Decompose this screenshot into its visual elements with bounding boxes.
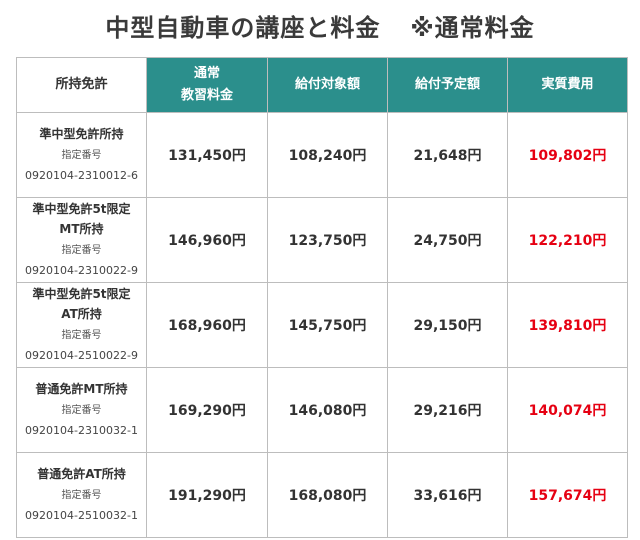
designation-label: 指定番号 bbox=[61, 245, 102, 256]
header-actual: 実質費用 bbox=[507, 57, 628, 113]
eligible-cell: 168,080円 bbox=[267, 452, 388, 538]
benefit-cell: 29,216円 bbox=[387, 367, 508, 453]
page-title-note: ※通常料金 bbox=[410, 14, 535, 42]
license-name: 普通免許AT所持 bbox=[37, 467, 126, 481]
table-row: 普通免許AT所持 指定番号 0920104-2510032-1 191,290円… bbox=[16, 452, 628, 538]
actual-cost-cell: 122,210円 bbox=[507, 197, 628, 283]
license-name-line2: MT所持 bbox=[59, 222, 104, 236]
license-cell: 普通免許MT所持 指定番号 0920104-2310032-1 bbox=[16, 367, 147, 453]
eligible-cell: 108,240円 bbox=[267, 112, 388, 198]
designation-code: 0920104-2310012-6 bbox=[25, 169, 138, 182]
license-name: 準中型免許5t限定 bbox=[32, 287, 131, 301]
license-cell: 普通免許AT所持 指定番号 0920104-2510032-1 bbox=[16, 452, 147, 538]
license-name: 普通免許MT所持 bbox=[35, 382, 128, 396]
page-title: 中型自動車の講座と料金 ※通常料金 bbox=[0, 8, 640, 43]
designation-label: 指定番号 bbox=[61, 490, 102, 501]
license-cell: 準中型免許所持 指定番号 0920104-2310012-6 bbox=[16, 112, 147, 198]
tuition-cell: 169,290円 bbox=[146, 367, 268, 453]
header-benefit-label: 給付予定額 bbox=[414, 77, 480, 92]
designation-label: 指定番号 bbox=[61, 150, 102, 161]
tuition-cell: 146,960円 bbox=[146, 197, 268, 283]
designation-code: 0920104-2510022-9 bbox=[25, 349, 138, 362]
eligible-cell: 145,750円 bbox=[267, 282, 388, 368]
table-header-row: 所持免許 通常教習料金 給付対象額 給付予定額 実質費用 bbox=[16, 57, 628, 113]
designation-label: 指定番号 bbox=[61, 330, 102, 341]
table-row: 普通免許MT所持 指定番号 0920104-2310032-1 169,290円… bbox=[16, 367, 628, 453]
header-license-label: 所持免許 bbox=[55, 77, 108, 92]
header-tuition-line2: 教習料金 bbox=[180, 88, 233, 103]
header-actual-label: 実質費用 bbox=[541, 77, 594, 92]
designation-code: 0920104-2310032-1 bbox=[25, 424, 138, 437]
actual-cost-cell: 139,810円 bbox=[507, 282, 628, 368]
page-title-main: 中型自動車の講座と料金 bbox=[105, 14, 381, 42]
tuition-cell: 191,290円 bbox=[146, 452, 268, 538]
table-row: 準中型免許5t限定 MT所持 指定番号 0920104-2310022-9 14… bbox=[16, 197, 628, 283]
benefit-cell: 33,616円 bbox=[387, 452, 508, 538]
price-table: 所持免許 通常教習料金 給付対象額 給付予定額 実質費用 準中型免許所持 指定番… bbox=[16, 57, 628, 538]
header-tuition-line1: 通常 bbox=[193, 66, 220, 81]
license-name: 準中型免許所持 bbox=[39, 127, 124, 141]
designation-code: 0920104-2310022-9 bbox=[25, 264, 138, 277]
tuition-cell: 168,960円 bbox=[146, 282, 268, 368]
license-cell: 準中型免許5t限定 AT所持 指定番号 0920104-2510022-9 bbox=[16, 282, 147, 368]
license-cell: 準中型免許5t限定 MT所持 指定番号 0920104-2310022-9 bbox=[16, 197, 147, 283]
actual-cost-cell: 140,074円 bbox=[507, 367, 628, 453]
license-name: 準中型免許5t限定 bbox=[32, 202, 131, 216]
tuition-cell: 131,450円 bbox=[146, 112, 268, 198]
header-eligible-label: 給付対象額 bbox=[294, 77, 360, 92]
table-row: 準中型免許5t限定 AT所持 指定番号 0920104-2510022-9 16… bbox=[16, 282, 628, 368]
header-license: 所持免許 bbox=[16, 57, 147, 113]
benefit-cell: 29,150円 bbox=[387, 282, 508, 368]
license-name-line2: AT所持 bbox=[61, 307, 102, 321]
designation-code: 0920104-2510032-1 bbox=[25, 509, 138, 522]
actual-cost-cell: 157,674円 bbox=[507, 452, 628, 538]
eligible-cell: 146,080円 bbox=[267, 367, 388, 453]
actual-cost-cell: 109,802円 bbox=[507, 112, 628, 198]
benefit-cell: 21,648円 bbox=[387, 112, 508, 198]
benefit-cell: 24,750円 bbox=[387, 197, 508, 283]
table-row: 準中型免許所持 指定番号 0920104-2310012-6 131,450円 … bbox=[16, 112, 628, 198]
header-eligible: 給付対象額 bbox=[267, 57, 388, 113]
header-benefit: 給付予定額 bbox=[387, 57, 508, 113]
designation-label: 指定番号 bbox=[61, 405, 102, 416]
eligible-cell: 123,750円 bbox=[267, 197, 388, 283]
header-tuition: 通常 教習料金 bbox=[146, 57, 268, 113]
